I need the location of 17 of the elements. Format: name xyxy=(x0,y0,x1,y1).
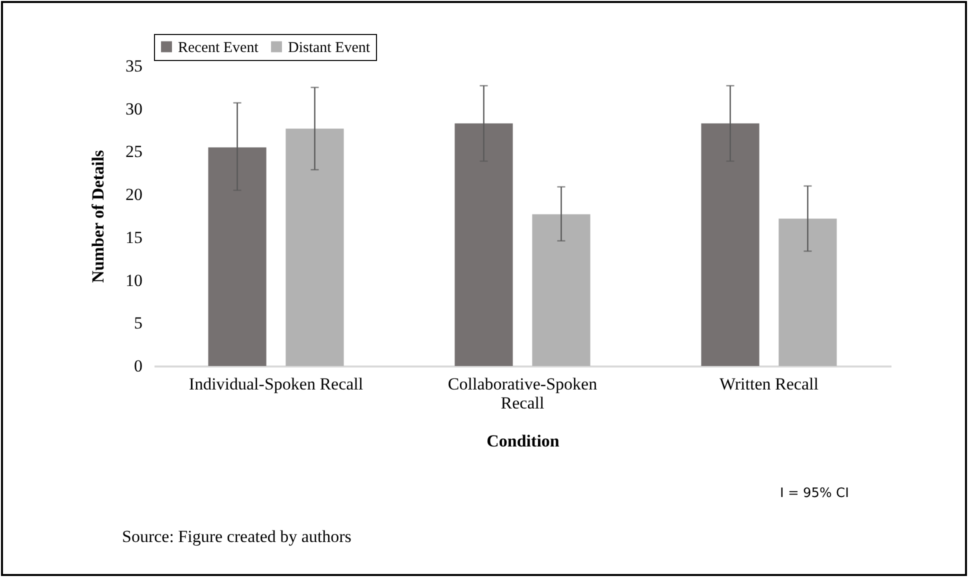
text: I = 95% CI xyxy=(780,486,849,501)
x-axis-title: Condition xyxy=(486,432,560,450)
y-tick-label: 20 xyxy=(126,185,142,204)
y-tick-label: 30 xyxy=(126,99,142,118)
x-tick-label: Collaborative-Spoken Recall xyxy=(448,374,598,412)
y-tick-label: 15 xyxy=(126,228,142,247)
x-tick-label: Individual-Spoken Recall xyxy=(188,374,364,394)
y-axis-title: Number of Details xyxy=(88,150,108,283)
y-tick-label: 35 xyxy=(126,56,142,76)
x-tick-label: Written Recall xyxy=(720,374,819,394)
y-tick-label: 5 xyxy=(134,314,142,333)
y-tick-label: 25 xyxy=(126,142,142,162)
legend-label: Distant Event xyxy=(288,40,371,56)
y-tick-label: 10 xyxy=(126,270,142,290)
source-note: Source: Figure created by authors xyxy=(122,527,352,547)
legend-label: Recent Event xyxy=(178,40,260,56)
y-tick-label: 0 xyxy=(134,356,142,376)
